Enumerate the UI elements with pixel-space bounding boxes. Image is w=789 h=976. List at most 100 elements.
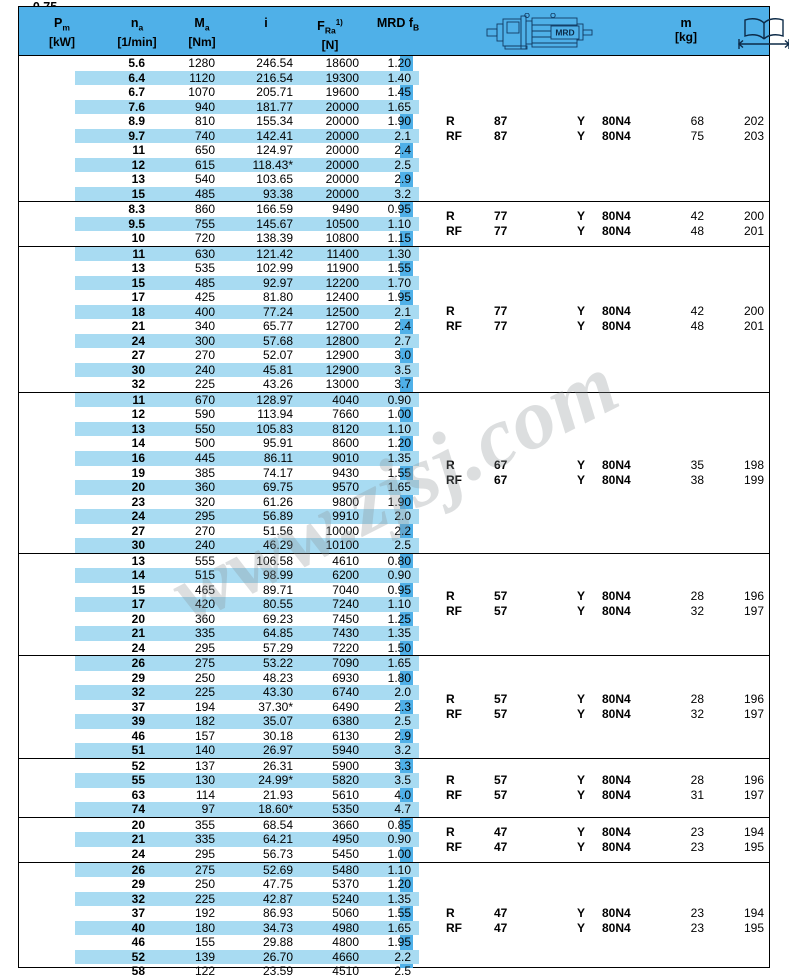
table-row[interactable]: 46 157 30.18 6130 2.9 <box>19 729 769 744</box>
variant-row[interactable]: R 57 Y 80N4 28 196 <box>432 692 769 707</box>
variant-row[interactable]: R 57 Y 80N4 28 196 <box>432 773 769 788</box>
table-row[interactable]: 29 250 48.23 6930 1.80 <box>19 671 769 686</box>
cell-i: 52.69 <box>262 862 293 877</box>
table-row[interactable]: 8.9 810 155.34 20000 1.90 <box>19 114 769 129</box>
table-row[interactable]: 32 225 43.26 13000 3.7 <box>19 377 769 392</box>
cell-ma: 194 <box>194 699 215 714</box>
table-row[interactable]: 32 225 42.87 5240 1.35 <box>19 891 769 907</box>
variant-row[interactable]: R 77 Y 80N4 42 200 <box>432 304 769 319</box>
variant-row[interactable]: RF 47 Y 80N4 23 195 <box>432 921 769 936</box>
cell-mrd-fb: 2.0 <box>394 685 411 700</box>
table-row[interactable]: 24 295 56.89 9910 2.0 <box>19 509 769 524</box>
table-row[interactable]: 21 335 64.85 7430 1.35 <box>19 626 769 641</box>
table-row[interactable]: 17 425 81.80 12400 1.95 <box>19 290 769 305</box>
variant-row[interactable]: RF 47 Y 80N4 23 195 <box>432 840 769 855</box>
table-row[interactable]: 27 270 52.07 12900 3.0 <box>19 348 769 363</box>
table-row[interactable]: 26 275 53.22 7090 1.65 <box>19 656 769 671</box>
table-row[interactable]: 6.7 1070 205.71 19600 1.45 <box>19 85 769 100</box>
table-row[interactable]: 12 615 118.43* 20000 2.5 <box>19 157 769 173</box>
cell-ma: 155 <box>194 935 215 950</box>
header-ma: Ma [Nm] <box>188 16 216 49</box>
variant-mass-kg: 32 <box>690 707 704 722</box>
table-row[interactable]: 40 180 34.73 4980 1.65 <box>19 920 769 936</box>
variant-row[interactable]: R 47 Y 80N4 23 194 <box>432 825 769 840</box>
table-row[interactable]: 63 114 21.93 5610 4.0 <box>19 788 769 803</box>
table-row[interactable]: 5.6 1280 246.54 18600 1.20 <box>19 56 769 71</box>
table-row[interactable]: 12 590 113.94 7660 1.00 <box>19 407 769 422</box>
cell-i: 46.29 <box>262 538 293 553</box>
table-row[interactable]: 15 485 93.38 20000 3.2 <box>19 186 769 202</box>
variant-row[interactable]: RF 67 Y 80N4 38 199 <box>432 473 769 488</box>
table-row[interactable]: 20 360 69.23 7450 1.25 <box>19 612 769 627</box>
table-row[interactable]: 58 122 23.59 4510 2.5 <box>19 964 769 976</box>
table-row[interactable]: 15 465 89.71 7040 0.95 <box>19 583 769 598</box>
table-row[interactable]: 15 485 92.97 12200 1.70 <box>19 275 769 291</box>
table-row[interactable]: 11 650 124.97 20000 2.4 <box>19 143 769 158</box>
table-row[interactable]: 30 240 46.29 10100 2.5 <box>19 538 769 553</box>
table-row[interactable]: 11 670 128.97 4040 0.90 <box>19 392 769 408</box>
table-row[interactable]: 21 340 65.77 12700 2.4 <box>19 319 769 334</box>
table-row[interactable]: 19 385 74.17 9430 1.55 <box>19 466 769 481</box>
table-row[interactable]: 51 140 26.97 5940 3.2 <box>19 743 769 758</box>
table-row[interactable]: 74 97 18.60* 5350 4.7 <box>19 802 769 817</box>
cell-na: 12 <box>131 157 145 172</box>
variant-row[interactable]: RF 57 Y 80N4 32 197 <box>432 604 769 619</box>
table-row[interactable]: 16 445 86.11 9010 1.35 <box>19 450 769 466</box>
table-row[interactable]: 46 155 29.88 4800 1.95 <box>19 935 769 950</box>
variant-row[interactable]: R 87 Y 80N4 68 202 <box>432 114 769 129</box>
variant-row[interactable]: R 77 Y 80N4 42 200 <box>432 209 769 224</box>
table-row[interactable]: 24 295 56.73 5450 1.00 <box>19 847 769 862</box>
table-row[interactable]: 20 355 68.54 3660 0.85 <box>19 818 769 833</box>
table-row[interactable]: 52 139 26.70 4660 2.2 <box>19 949 769 965</box>
table-row[interactable]: 13 540 103.65 20000 2.9 <box>19 172 769 187</box>
table-row[interactable]: 52 137 26.31 5900 3.3 <box>19 759 769 774</box>
variant-row[interactable]: RF 77 Y 80N4 48 201 <box>432 319 769 334</box>
variant-motor-series: Y <box>577 839 586 854</box>
variant-size: 57 <box>494 772 508 787</box>
table-row[interactable]: 29 250 47.75 5370 1.20 <box>19 877 769 892</box>
table-row[interactable]: 24 300 57.68 12800 2.7 <box>19 333 769 349</box>
table-row[interactable]: 9.5 755 145.67 10500 1.10 <box>19 216 769 232</box>
table-row[interactable]: 13 555 106.58 4610 0.80 <box>19 554 769 569</box>
variant-row[interactable]: R 47 Y 80N4 23 194 <box>432 906 769 921</box>
cell-fra: 20000 <box>325 157 359 172</box>
table-row[interactable]: 14 515 98.99 6200 0.90 <box>19 568 769 583</box>
variant-row[interactable]: RF 57 Y 80N4 31 197 <box>432 788 769 803</box>
table-row[interactable]: 37 194 37.30* 6490 2.3 <box>19 700 769 715</box>
table-row[interactable]: 37 192 86.93 5060 1.55 <box>19 906 769 921</box>
table-row[interactable]: 17 420 80.55 7240 1.10 <box>19 597 769 612</box>
table-row[interactable]: 24 295 57.29 7220 1.50 <box>19 641 769 656</box>
table-row[interactable]: 14 500 95.91 8600 1.20 <box>19 436 769 451</box>
variant-row[interactable]: RF 57 Y 80N4 32 197 <box>432 707 769 722</box>
cell-na: 6.4 <box>128 70 145 85</box>
variant-row[interactable]: RF 77 Y 80N4 48 201 <box>432 224 769 239</box>
table-row[interactable]: 21 335 64.21 4950 0.90 <box>19 832 769 847</box>
table-row[interactable]: 26 275 52.69 5480 1.10 <box>19 862 769 878</box>
variant-row[interactable]: RF 87 Y 80N4 75 203 <box>432 129 769 144</box>
table-row[interactable]: 9.7 740 142.41 20000 2.1 <box>19 128 769 144</box>
table-row[interactable]: 13 550 105.83 8120 1.10 <box>19 421 769 437</box>
table-row[interactable]: 13 535 102.99 11900 1.55 <box>19 261 769 276</box>
table-row[interactable]: 30 240 45.81 12900 3.5 <box>19 362 769 378</box>
table-row[interactable]: 55 130 24.99* 5820 3.5 <box>19 773 769 788</box>
data-block: 5.6 1280 246.54 18600 1.20 6.4 1120 216.54 19300… <box>19 56 769 202</box>
table-row[interactable]: 20 360 69.75 9570 1.65 <box>19 480 769 495</box>
variant-panel: R 67 Y 80N4 35 198 RF 67 Y 80N4 38 199 <box>432 393 769 553</box>
variant-row[interactable]: R 67 Y 80N4 35 198 <box>432 458 769 473</box>
table-row[interactable]: 18 400 77.24 12500 2.1 <box>19 304 769 320</box>
variant-row[interactable]: R 57 Y 80N4 28 196 <box>432 589 769 604</box>
table-row[interactable]: 7.6 940 181.77 20000 1.65 <box>19 99 769 115</box>
row-stripe <box>75 656 419 671</box>
table-row[interactable]: 23 320 61.26 9800 1.90 <box>19 495 769 510</box>
table-row[interactable]: 32 225 43.30 6740 2.0 <box>19 685 769 700</box>
table-row[interactable]: 11 630 121.42 11400 1.30 <box>19 246 769 262</box>
table-row[interactable]: 39 182 35.07 6380 2.5 <box>19 714 769 729</box>
cell-mrd-fb: 0.90 <box>387 568 411 583</box>
table-row[interactable]: 6.4 1120 216.54 19300 1.40 <box>19 70 769 86</box>
cell-mrd-fb: 0.90 <box>387 832 411 847</box>
cell-mrd-fb: 2.4 <box>394 143 411 158</box>
table-row[interactable]: 10 720 138.39 10800 1.15 <box>19 231 769 246</box>
table-row[interactable]: 8.3 860 166.59 9490 0.95 <box>19 202 769 217</box>
table-row[interactable]: 27 270 51.56 10000 2.2 <box>19 524 769 539</box>
cell-ma: 385 <box>194 465 215 480</box>
